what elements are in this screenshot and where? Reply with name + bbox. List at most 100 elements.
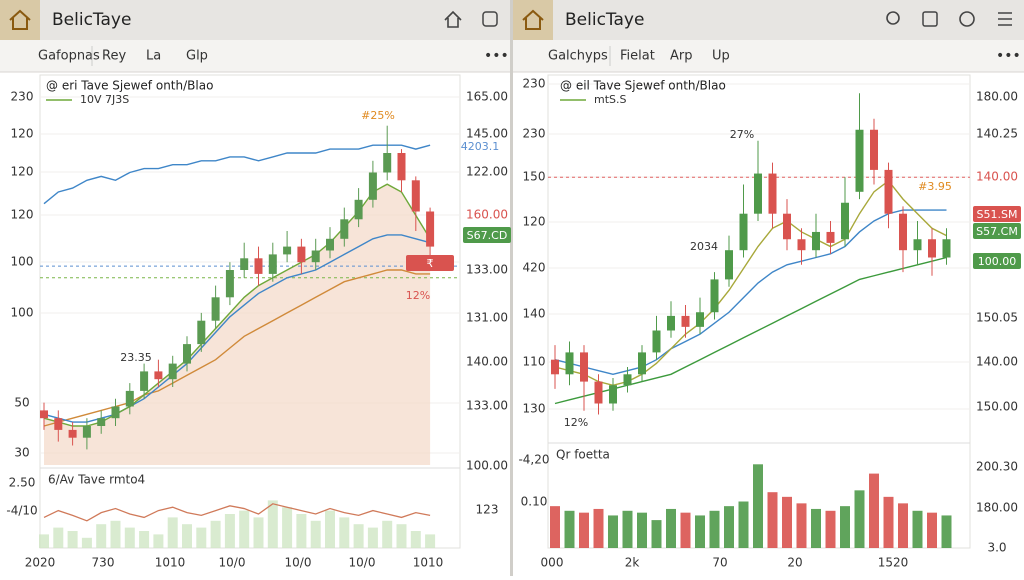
menu-icon[interactable]: [998, 12, 1012, 26]
x-tick-label: 000: [541, 556, 564, 570]
candle-body: [326, 238, 334, 251]
annotation: 12%: [564, 416, 588, 429]
y-tick-label: 230: [11, 90, 34, 104]
candle-body: [739, 213, 748, 251]
volume-bar: [941, 515, 952, 548]
y-tick-label: 230: [523, 77, 546, 91]
y-tick-label: 150.00: [976, 400, 1018, 414]
legend-item: 10V 7J3S: [80, 93, 129, 106]
candle-body: [609, 385, 617, 404]
gear-icon[interactable]: [959, 11, 975, 27]
candle-body: [565, 352, 574, 375]
candle-body: [125, 390, 134, 407]
candle-body: [884, 169, 893, 214]
candle-body: [928, 239, 936, 258]
candle-body: [594, 381, 603, 404]
volume-bar: [81, 537, 92, 548]
y-tick-label: 180.00: [976, 90, 1018, 104]
volume-bar: [110, 520, 121, 548]
volume-bar: [96, 524, 107, 548]
volume-bar: [738, 501, 749, 548]
y-tick-label: 50: [14, 396, 29, 410]
x-tick-label: 10/0: [285, 556, 312, 570]
volume-bar: [325, 510, 335, 548]
candle-body: [183, 344, 191, 364]
candle-body: [154, 371, 163, 380]
annotation: #25%: [361, 109, 395, 122]
volume-bar: [396, 524, 407, 548]
candle-body: [211, 297, 220, 321]
candle-body: [913, 239, 922, 251]
candle-body: [783, 213, 791, 240]
legend-title: @ eri Tave Sјewef onth/Blao: [46, 79, 213, 93]
more-icon[interactable]: •••: [484, 48, 509, 64]
x-tick-label: 70: [712, 556, 727, 570]
tab[interactable]: Arp: [670, 49, 693, 64]
volume-bar: [153, 534, 164, 548]
volume-bar: [253, 517, 264, 548]
tab[interactable]: Up: [712, 49, 730, 64]
candle-body: [855, 129, 864, 192]
home-icon[interactable]: [0, 0, 40, 40]
volume-bar: [753, 464, 763, 548]
volume-bar: [695, 515, 705, 548]
volume-bar: [680, 512, 691, 548]
nav-icon[interactable]: [444, 10, 462, 28]
y-tick-label: -4,20: [518, 453, 549, 467]
volume-bar: [310, 520, 321, 548]
y-tick-label: 120: [11, 165, 34, 179]
volume-bar: [367, 527, 378, 548]
tab[interactable]: Gafopnas: [38, 49, 100, 64]
settings-icon[interactable]: [482, 11, 498, 27]
legend-item: mtS.S: [594, 93, 627, 106]
price-badge: [973, 253, 1021, 269]
volume-bar: [883, 496, 894, 548]
candle-body: [197, 320, 206, 345]
candle-body: [40, 410, 48, 419]
tab[interactable]: La: [146, 49, 161, 64]
more-icon[interactable]: •••: [996, 48, 1021, 64]
candle-body: [383, 153, 392, 173]
tab[interactable]: Galchyps: [548, 49, 608, 64]
candle-body: [225, 270, 234, 298]
candle-body: [426, 211, 435, 247]
search-icon[interactable]: [886, 11, 900, 25]
ma-line: [43, 183, 431, 427]
volume-bar: [912, 510, 923, 548]
home-icon[interactable]: [513, 0, 553, 40]
price-badge: [463, 227, 511, 243]
candle-body: [268, 254, 277, 274]
ma-line: [43, 144, 431, 205]
y-tick-label: 140.00: [466, 355, 508, 369]
x-tick-label: 10/0: [349, 556, 376, 570]
price-badge-label: ₹: [427, 257, 434, 270]
y-tick-label: 100: [11, 255, 34, 269]
volume-bar: [267, 500, 278, 548]
volume-bar: [593, 508, 604, 548]
price-badge-label: S51.SM: [977, 208, 1018, 221]
doc-icon[interactable]: [922, 11, 938, 27]
candle-body: [681, 315, 690, 327]
plot-frame: [39, 74, 461, 549]
volume-bar: [840, 506, 850, 548]
y-tick-label: 100.00: [466, 459, 508, 473]
volume-bar: [53, 527, 64, 548]
volume-bar: [224, 514, 235, 548]
annotation: 27%: [730, 128, 754, 141]
x-tick-label: 730: [92, 556, 115, 570]
tab[interactable]: Fielat: [620, 49, 655, 64]
tab[interactable]: Glp: [186, 49, 208, 64]
volume-bar: [622, 510, 633, 548]
x-tick-label: 2k: [625, 556, 640, 570]
volume-bar: [425, 534, 436, 548]
volume-bar: [724, 506, 734, 548]
volume-bar: [637, 512, 647, 548]
annotation: #3.95: [918, 180, 952, 193]
y-tick-label: 160.00: [466, 208, 508, 222]
tab[interactable]: Rey: [102, 49, 126, 64]
candle-body: [368, 172, 377, 200]
y-tick-label: 133.00: [466, 263, 508, 277]
volume-bar: [608, 515, 618, 548]
candle-body: [638, 352, 646, 375]
candle-body: [411, 180, 420, 212]
